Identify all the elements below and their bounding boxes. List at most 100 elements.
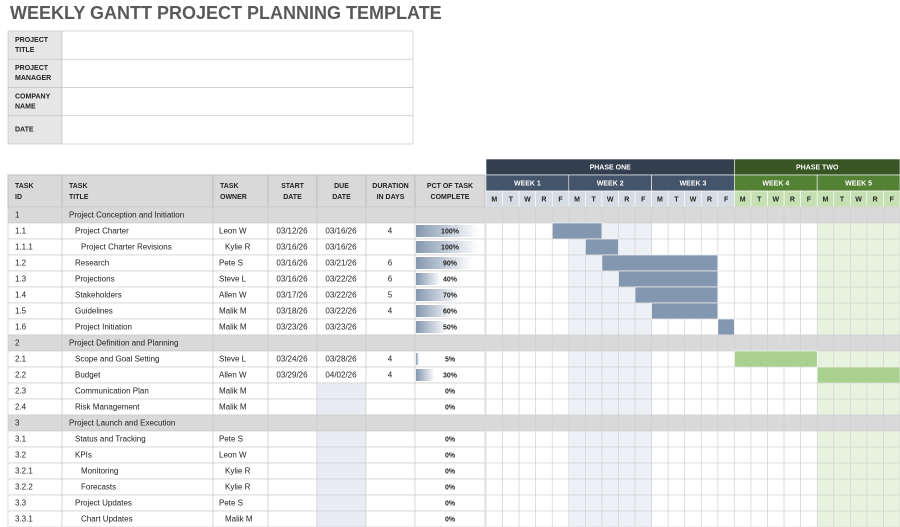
gantt-cell — [667, 430, 686, 448]
gantt-cell — [634, 222, 652, 240]
gantt-cell — [601, 430, 619, 448]
column-header: ID — [15, 194, 22, 201]
gantt-cell — [634, 302, 652, 320]
gantt-cell — [618, 478, 636, 496]
gantt-cell — [485, 430, 503, 448]
pct-bar — [416, 289, 460, 301]
gantt-cell — [833, 430, 851, 448]
gantt-cell — [601, 462, 619, 480]
gantt-cell — [634, 382, 652, 400]
gantt-cell — [750, 430, 768, 448]
info-label-cell — [7, 58, 63, 88]
cell — [365, 398, 416, 416]
gantt-cell — [502, 446, 520, 464]
gantt-cell — [800, 366, 818, 384]
gantt-cell — [485, 302, 503, 320]
gantt-cell — [634, 478, 652, 496]
gantt-cell — [783, 238, 801, 256]
cell — [365, 318, 416, 336]
gantt-cell — [585, 382, 603, 400]
gantt-cell — [767, 286, 785, 304]
gantt-cell — [833, 398, 851, 416]
header-cell — [267, 174, 318, 208]
task-owner: Pete S — [219, 259, 243, 268]
info-label: COMPANY — [15, 93, 51, 100]
gantt-cell — [800, 478, 818, 496]
gantt-cell — [833, 254, 851, 272]
gantt-cell — [585, 254, 603, 272]
gantt-cell — [502, 270, 520, 288]
gantt-cell — [833, 414, 851, 432]
gantt-cell — [850, 462, 868, 480]
gantt-cell — [734, 382, 752, 400]
gantt-cell — [601, 318, 619, 336]
pct-label: 0% — [445, 484, 456, 491]
task-title: Project Charter Revisions — [81, 243, 172, 252]
gantt-cell — [700, 398, 719, 416]
pct-bar — [416, 273, 441, 285]
column-header: PCT OF TASK — [427, 183, 473, 190]
gantt-cell — [551, 254, 570, 272]
task-owner: Steve L — [219, 275, 247, 284]
cell — [267, 494, 318, 512]
gantt-cell — [750, 254, 768, 272]
gantt-cell — [535, 398, 553, 416]
gantt-cell — [700, 334, 719, 352]
gantt-cell — [750, 206, 768, 224]
gantt-cell — [667, 350, 686, 368]
gantt-cell — [734, 222, 752, 240]
day-label: W — [607, 196, 614, 203]
due-date: 03/16/26 — [325, 243, 357, 252]
gantt-cell — [700, 318, 719, 336]
gantt-cell — [833, 446, 851, 464]
cell — [365, 430, 416, 448]
gantt-cell — [767, 222, 785, 240]
task-title: Guidelines — [75, 307, 113, 316]
page-title: WEEKLY GANTT PROJECT PLANNING TEMPLATE — [10, 3, 442, 23]
gantt-cell — [700, 366, 719, 384]
gantt-cell — [734, 302, 752, 320]
gantt-cell — [568, 414, 586, 432]
cell — [316, 494, 367, 512]
gantt-cell — [800, 302, 818, 320]
gantt-cell — [783, 366, 801, 384]
gantt-cell — [750, 222, 768, 240]
cell — [316, 398, 367, 416]
column-header: IN DAYS — [377, 194, 405, 201]
task-title: Forecasts — [81, 483, 116, 492]
pct-label: 5% — [445, 356, 456, 363]
gantt-cell — [618, 494, 636, 512]
task-id: 3.3.1 — [15, 515, 33, 524]
gantt-cell — [485, 206, 503, 224]
task-title: Scope and Goal Setting — [75, 355, 160, 364]
gantt-cell — [750, 286, 768, 304]
gantt-cell — [866, 510, 884, 527]
gantt-cell — [850, 286, 868, 304]
pct-label: 0% — [445, 388, 456, 395]
cell — [267, 446, 318, 464]
week-label: WEEK 3 — [680, 180, 707, 187]
gantt-cell — [518, 286, 536, 304]
gantt-cell — [734, 494, 752, 512]
gantt-cell — [767, 446, 785, 464]
gantt-cell — [585, 366, 603, 384]
gantt-cell — [734, 318, 752, 336]
gantt-cell — [618, 222, 636, 240]
gantt-cell — [734, 366, 752, 384]
gantt-cell — [651, 366, 669, 384]
gantt-cell — [850, 270, 868, 288]
phase-label: PHASE ONE — [590, 164, 632, 171]
task-owner: Kylie R — [225, 467, 251, 476]
gantt-cell — [535, 254, 553, 272]
day-label: F — [807, 196, 812, 203]
gantt-cell — [700, 206, 719, 224]
day-label: M — [823, 196, 829, 203]
gantt-cell — [750, 462, 768, 480]
gantt-cell — [800, 446, 818, 464]
gantt-bar — [601, 254, 719, 272]
gantt-cell — [750, 382, 768, 400]
gantt-cell — [551, 382, 570, 400]
gantt-cell — [700, 430, 719, 448]
gantt-cell — [734, 462, 752, 480]
start-date: 03/24/26 — [276, 355, 308, 364]
